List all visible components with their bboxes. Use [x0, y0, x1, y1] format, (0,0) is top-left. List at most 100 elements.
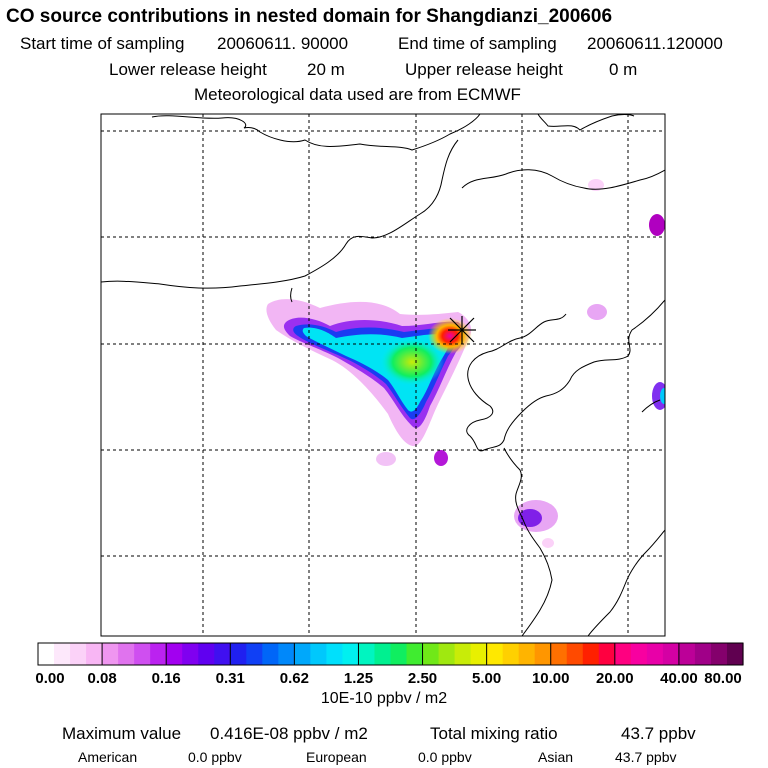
colorbar-swatch: [470, 643, 488, 665]
colorbar-swatch: [246, 643, 263, 665]
american-value: 0.0 ppbv: [188, 749, 242, 765]
max-value: 0.416E-08 ppbv / m2: [210, 724, 368, 743]
colorbar-swatch: [310, 643, 328, 665]
start-time-value: 20060611. 90000: [217, 34, 349, 53]
plume-core-green: [380, 338, 444, 386]
patch: [587, 304, 607, 320]
patch: [434, 450, 448, 466]
total-mixing-label: Total mixing ratio: [430, 724, 558, 743]
colorbar-swatch: [406, 643, 424, 665]
colorbar-tick-label: 2.50: [407, 670, 438, 687]
colorbar-swatch: [454, 643, 472, 665]
lower-release-label: Lower release height: [109, 60, 267, 79]
colorbar-swatch: [598, 643, 616, 665]
colorbar-swatch: [582, 643, 600, 665]
colorbar-tick-label: 10.00: [531, 670, 570, 687]
colorbar-swatch: [422, 643, 440, 665]
colorbar-tick-label: 40.00: [660, 670, 698, 687]
european-label: European: [306, 749, 367, 765]
colorbar-swatch: [438, 643, 456, 665]
colorbar-tick-label: 0.16: [151, 670, 181, 687]
colorbar-swatch: [326, 643, 344, 665]
colorbar-tick-label: 20.00: [596, 670, 634, 687]
border-line: [151, 114, 481, 151]
end-time-value: 20060611.120000: [587, 34, 723, 53]
patch: [376, 452, 396, 466]
colorbar-swatch: [54, 643, 71, 665]
colorbar-swatch: [214, 643, 231, 665]
colorbar-swatch: [118, 643, 135, 665]
patch: [649, 214, 665, 236]
start-time-label: Start time of sampling: [20, 34, 185, 53]
colorbar-swatch: [662, 643, 680, 665]
plume-core-hot: [428, 318, 472, 354]
patch: [652, 382, 665, 410]
colorbar-swatch: [614, 643, 632, 665]
colorbar-swatch: [38, 643, 55, 665]
colorbar-swatch: [358, 643, 376, 665]
colorbar-tick-label: 0.62: [279, 670, 309, 687]
patch: [660, 388, 665, 404]
coast-line: [641, 399, 661, 413]
colorbar-swatch: [278, 643, 295, 665]
patch: [542, 538, 554, 548]
colorbar-swatch: [534, 643, 552, 665]
colorbar-swatch: [550, 643, 568, 665]
end-time-label: End time of sampling: [398, 34, 557, 53]
colorbar-tick-label: 0.31: [215, 670, 245, 687]
colorbar-tick-label: 80.00: [704, 670, 742, 687]
colorbar-swatch: [694, 643, 712, 665]
colorbar-swatch: [134, 643, 151, 665]
colorbar-swatch: [198, 643, 215, 665]
colorbar-swatch: [566, 643, 584, 665]
asian-value: 43.7 ppbv: [615, 749, 677, 765]
colorbar-swatch: [502, 643, 520, 665]
colorbar-swatch: [374, 643, 392, 665]
colorbar-tick-label: 0.00: [35, 670, 65, 687]
colorbar-swatch: [726, 643, 744, 665]
plot-title: CO source contributions in nested domain…: [6, 6, 613, 27]
met-data-line: Meteorological data used are from ECMWF: [194, 85, 521, 104]
colorbar-swatch: [102, 643, 119, 665]
border-line: [101, 139, 459, 289]
border-line: [537, 114, 635, 131]
colorbar-swatch: [486, 643, 504, 665]
colorbar-swatch: [646, 643, 664, 665]
max-value-label: Maximum value: [62, 724, 182, 743]
border-line: [290, 287, 293, 303]
colorbar-swatch: [70, 643, 87, 665]
colorbar-tick-label: 5.00: [472, 670, 502, 687]
american-label: American: [78, 749, 138, 765]
upper-release-value: 0 m: [609, 60, 638, 79]
coastlines: [101, 114, 665, 636]
coast-line: [461, 169, 665, 190]
lower-release-value: 20 m: [307, 60, 345, 79]
colorbar-unit: 10E-10 ppbv / m2: [320, 690, 448, 707]
receptor-star-icon: [448, 316, 476, 344]
colorbar-swatch: [710, 643, 728, 665]
map-frame: [100, 113, 666, 637]
colorbar-swatch: [294, 643, 311, 665]
colorbar-swatch: [182, 643, 199, 665]
coast-line: [503, 447, 553, 636]
colorbar-swatch: [150, 643, 167, 665]
asian-label: Asian: [538, 749, 574, 765]
colorbar-tick-label: 0.08: [87, 670, 117, 687]
colorbar-frame: [37, 642, 744, 666]
concentration-field: [266, 179, 665, 548]
colorbar-swatch: [630, 643, 648, 665]
colorbar: [37, 642, 744, 666]
colorbar-swatch: [86, 643, 103, 665]
coast-line: [587, 529, 665, 636]
lat-lon-grid: [101, 114, 665, 636]
upper-release-label: Upper release height: [405, 60, 563, 79]
coast-line: [466, 299, 665, 452]
colorbar-swatch: [678, 643, 696, 665]
patch: [588, 179, 604, 191]
european-value: 0.0 ppbv: [418, 749, 472, 765]
colorbar-swatch: [262, 643, 279, 665]
colorbar-swatch: [390, 643, 408, 665]
total-mixing-value: 43.7 ppbv: [621, 724, 696, 743]
colorbar-swatch: [230, 643, 247, 665]
